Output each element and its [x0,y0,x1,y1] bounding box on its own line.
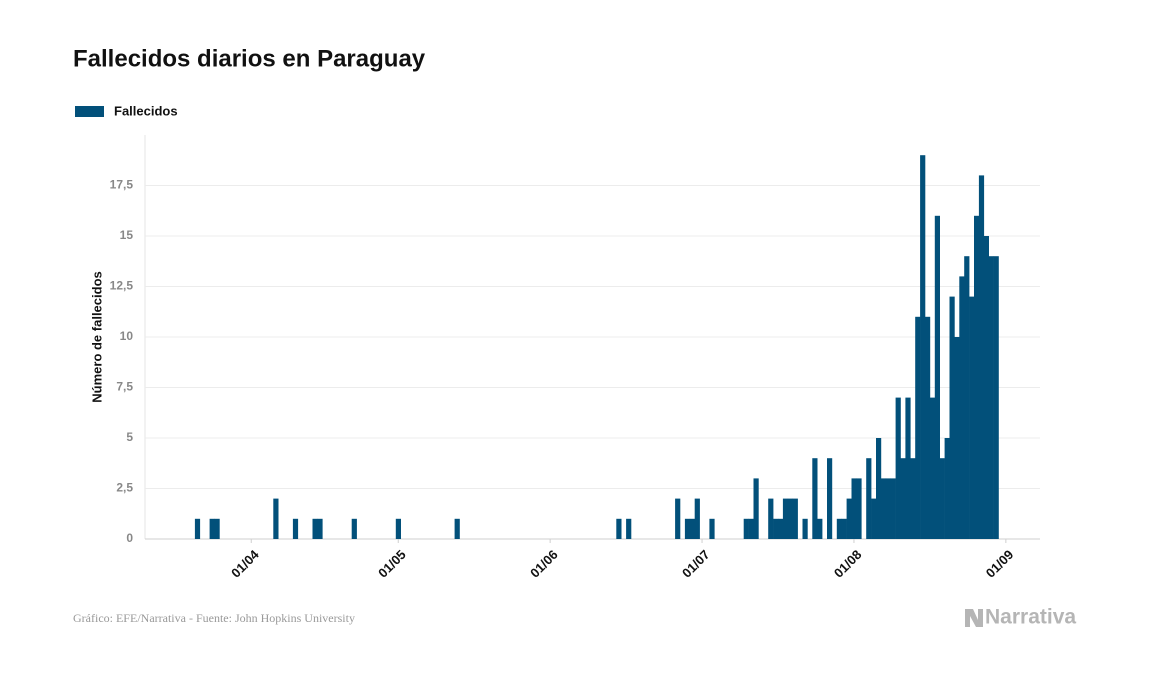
chart-title: Fallecidos diarios en Paraguay [73,45,426,72]
bar [312,518,318,539]
bar [817,518,823,539]
bar [778,518,784,539]
bar [616,518,622,539]
bar [836,518,842,539]
bar [317,518,323,539]
x-tick-label: 01/05 [375,547,409,581]
bar [954,337,960,539]
bar [773,518,779,539]
bar [964,256,970,539]
bar [910,458,916,539]
x-tick-label: 01/07 [679,547,713,581]
bar [351,518,357,539]
bar [209,518,215,539]
bar [969,296,975,539]
x-tick-label: 01/04 [228,546,262,580]
bar [929,397,936,539]
bar [983,236,989,539]
plot-area: 0 2,5 5 7,5 10 12,5 15 17,5 01/04 01/05 01/06 01/07… [110,135,1040,581]
bar [925,316,931,539]
bar [920,155,926,539]
y-tick-label: 17,5 [110,178,134,192]
bar [454,518,460,539]
bar [709,518,715,539]
bar [895,397,901,539]
bar [846,498,852,539]
x-tick-label: 01/08 [831,547,865,581]
bar [856,478,862,539]
bar [876,438,882,539]
x-tick-label: 01/06 [527,547,561,581]
bar [827,458,833,539]
bar [939,458,945,539]
bar [802,518,808,539]
legend-swatch [75,106,104,117]
y-tick-label: 15 [120,228,134,242]
bar [689,518,695,539]
bar [944,438,950,539]
y-tick-label: 2,5 [116,481,133,495]
bar [905,397,911,539]
y-tick-label: 10 [120,329,134,343]
bar [194,518,201,539]
bar [959,276,965,539]
bar [866,458,872,539]
bar [915,316,921,539]
bar [395,518,401,539]
bar [900,458,906,539]
bar [851,478,857,539]
bar [273,498,279,539]
bar [626,518,632,539]
bar [787,498,793,539]
bar [684,518,691,539]
bar [748,518,754,539]
bar [214,518,220,539]
bar [768,498,774,539]
y-tick-label: 5 [126,430,133,444]
bar [885,478,891,539]
bar [743,518,749,539]
brand-icon [965,609,983,627]
legend-label: Fallecidos [114,103,178,118]
bar [675,498,681,539]
bar [934,215,940,540]
bar [988,256,994,539]
bar [812,458,818,539]
bar [974,215,980,540]
brand-name: Narrativa [985,606,1076,629]
y-axis-title: Número de fallecidos [89,271,104,402]
bar [890,478,896,539]
bar [753,478,759,539]
bar [880,478,887,539]
x-tick-label: 01/09 [983,547,1017,581]
bar [871,498,877,539]
y-tick-label: 0 [126,531,133,545]
source-note: Gráfico: EFE/Narrativa - Fuente: John Ho… [73,611,355,625]
y-tick-label: 12,5 [110,279,134,293]
bar [782,498,789,539]
y-tick-label: 7,5 [116,380,133,394]
bar [292,518,299,539]
bar [993,256,999,539]
bar [841,518,847,539]
bar [978,175,985,539]
bar [949,296,955,539]
bar [792,498,798,539]
bar [694,498,700,539]
